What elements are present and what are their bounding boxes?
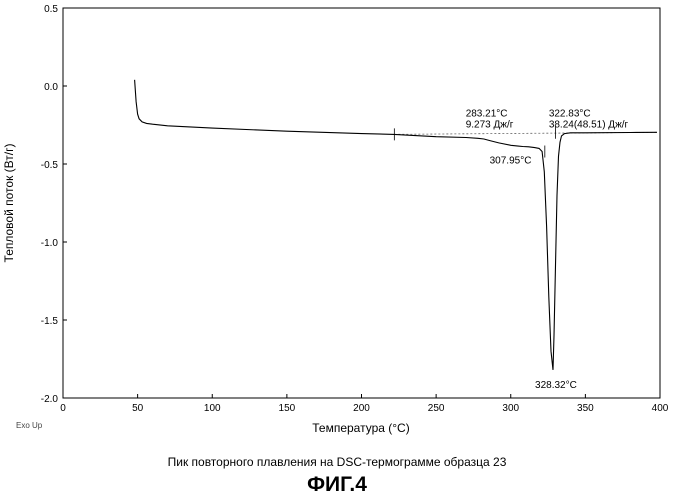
figure-caption: Пик повторного плавления на DSC-термогра… xyxy=(0,455,674,469)
x-tick-label: 350 xyxy=(577,403,594,414)
x-tick-label: 200 xyxy=(353,403,370,414)
annotation-label: 38.24(48.51) Дж/г xyxy=(549,120,629,131)
annotation-label: 322.83°C xyxy=(549,109,591,120)
y-axis-title: Тепловой поток (Вт/г) xyxy=(2,144,16,263)
y-tick-label: -0.5 xyxy=(41,160,59,171)
y-tick-label: -2.0 xyxy=(41,394,59,405)
y-tick-label: -1.5 xyxy=(41,316,59,327)
dsc-chart: 0 50 100 150 200 250 300 350 400 0.5 0.0 -0.5 -1.0 -1… xyxy=(0,0,674,450)
annotation-label: 328.32°C xyxy=(535,380,577,391)
annotation-label: 283.21°C xyxy=(466,108,508,119)
y-tick-label: -1.0 xyxy=(41,238,59,249)
x-tick-label: 50 xyxy=(132,403,144,414)
figure-label: ФИГ.4 xyxy=(0,473,674,497)
x-tick-label: 400 xyxy=(652,403,669,414)
baseline-construction xyxy=(394,127,657,158)
x-tick-label: 300 xyxy=(502,403,519,414)
x-axis-title: Температура (°C) xyxy=(312,421,409,435)
x-tick-label: 0 xyxy=(60,403,66,414)
y-tick-label: 0.5 xyxy=(44,4,58,15)
annotation-label: 307.95°C xyxy=(490,156,532,167)
x-tick-label: 100 xyxy=(204,403,221,414)
exo-up-note: Exo Up xyxy=(16,421,43,430)
x-tick-label: 250 xyxy=(428,403,445,414)
plot-frame xyxy=(63,8,660,398)
y-tick-label: 0.0 xyxy=(44,82,58,93)
x-tick-label: 150 xyxy=(279,403,296,414)
axis-ticks: 0 50 100 150 200 250 300 350 400 0.5 0.0 -0.5 -1.0 -1… xyxy=(41,4,669,414)
annotation-label: 9.273 Дж/г xyxy=(466,119,514,130)
